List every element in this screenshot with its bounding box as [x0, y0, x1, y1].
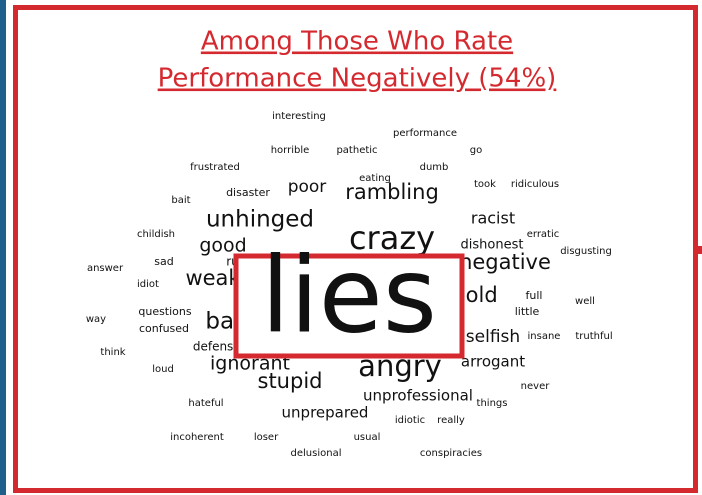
word: insane: [528, 331, 561, 342]
word: well: [575, 296, 595, 307]
word: little: [515, 305, 540, 318]
word: erratic: [527, 229, 560, 240]
word: idiot: [137, 279, 159, 290]
word: never: [521, 381, 551, 392]
word: frustrated: [190, 162, 240, 173]
word: unprofessional: [363, 387, 473, 405]
word: childish: [137, 229, 175, 240]
word: eating: [359, 173, 391, 184]
word: performance: [393, 128, 457, 139]
word: delusional: [291, 448, 342, 459]
word: way: [86, 314, 106, 325]
word: dumb: [420, 162, 449, 173]
word: selfish: [466, 327, 520, 347]
frame-mark: [697, 246, 702, 254]
word: truthful: [575, 331, 612, 342]
word: rambling: [345, 180, 439, 204]
word: conspiracies: [420, 448, 482, 459]
word: unprepared: [282, 404, 369, 422]
word: unhinged: [206, 207, 314, 233]
word: go: [470, 145, 482, 156]
word: idiotic: [395, 415, 425, 426]
word: answer: [87, 263, 124, 274]
word: bait: [171, 195, 190, 206]
word: incoherent: [170, 432, 224, 443]
title-line: Among Those Who Rate: [201, 27, 513, 57]
word: weak: [185, 266, 241, 290]
word: poor: [288, 177, 327, 197]
word: confused: [139, 322, 189, 335]
word: disgusting: [560, 246, 612, 257]
word: racist: [471, 209, 515, 228]
word: hateful: [188, 398, 223, 409]
title-line: Performance Negatively (54%): [158, 64, 557, 94]
side-bar: [0, 0, 6, 495]
word: pathetic: [336, 145, 377, 156]
word: loser: [254, 432, 279, 443]
word: good: [199, 235, 246, 257]
word: ridiculous: [511, 179, 559, 190]
highlight-box: [233, 253, 465, 359]
word: think: [100, 347, 125, 358]
word: negative: [459, 250, 551, 274]
word: questions: [138, 305, 192, 318]
word: really: [437, 415, 465, 426]
word: arrogant: [461, 353, 525, 371]
word: full: [526, 289, 543, 302]
word: horrible: [271, 145, 310, 156]
highlight-word: lies: [261, 234, 437, 356]
frame: [13, 5, 698, 493]
word: interesting: [272, 111, 326, 122]
word: took: [474, 179, 496, 190]
word: loud: [152, 364, 174, 375]
word-cloud: interesting performance horrible pathetic go…: [86, 111, 613, 459]
word: things: [477, 398, 508, 409]
word: usual: [354, 432, 381, 443]
word: sad: [154, 255, 173, 268]
word: disaster: [226, 186, 270, 199]
word: stupid: [258, 369, 323, 393]
word: crazy: [349, 219, 435, 257]
word: dishonest: [461, 238, 524, 253]
